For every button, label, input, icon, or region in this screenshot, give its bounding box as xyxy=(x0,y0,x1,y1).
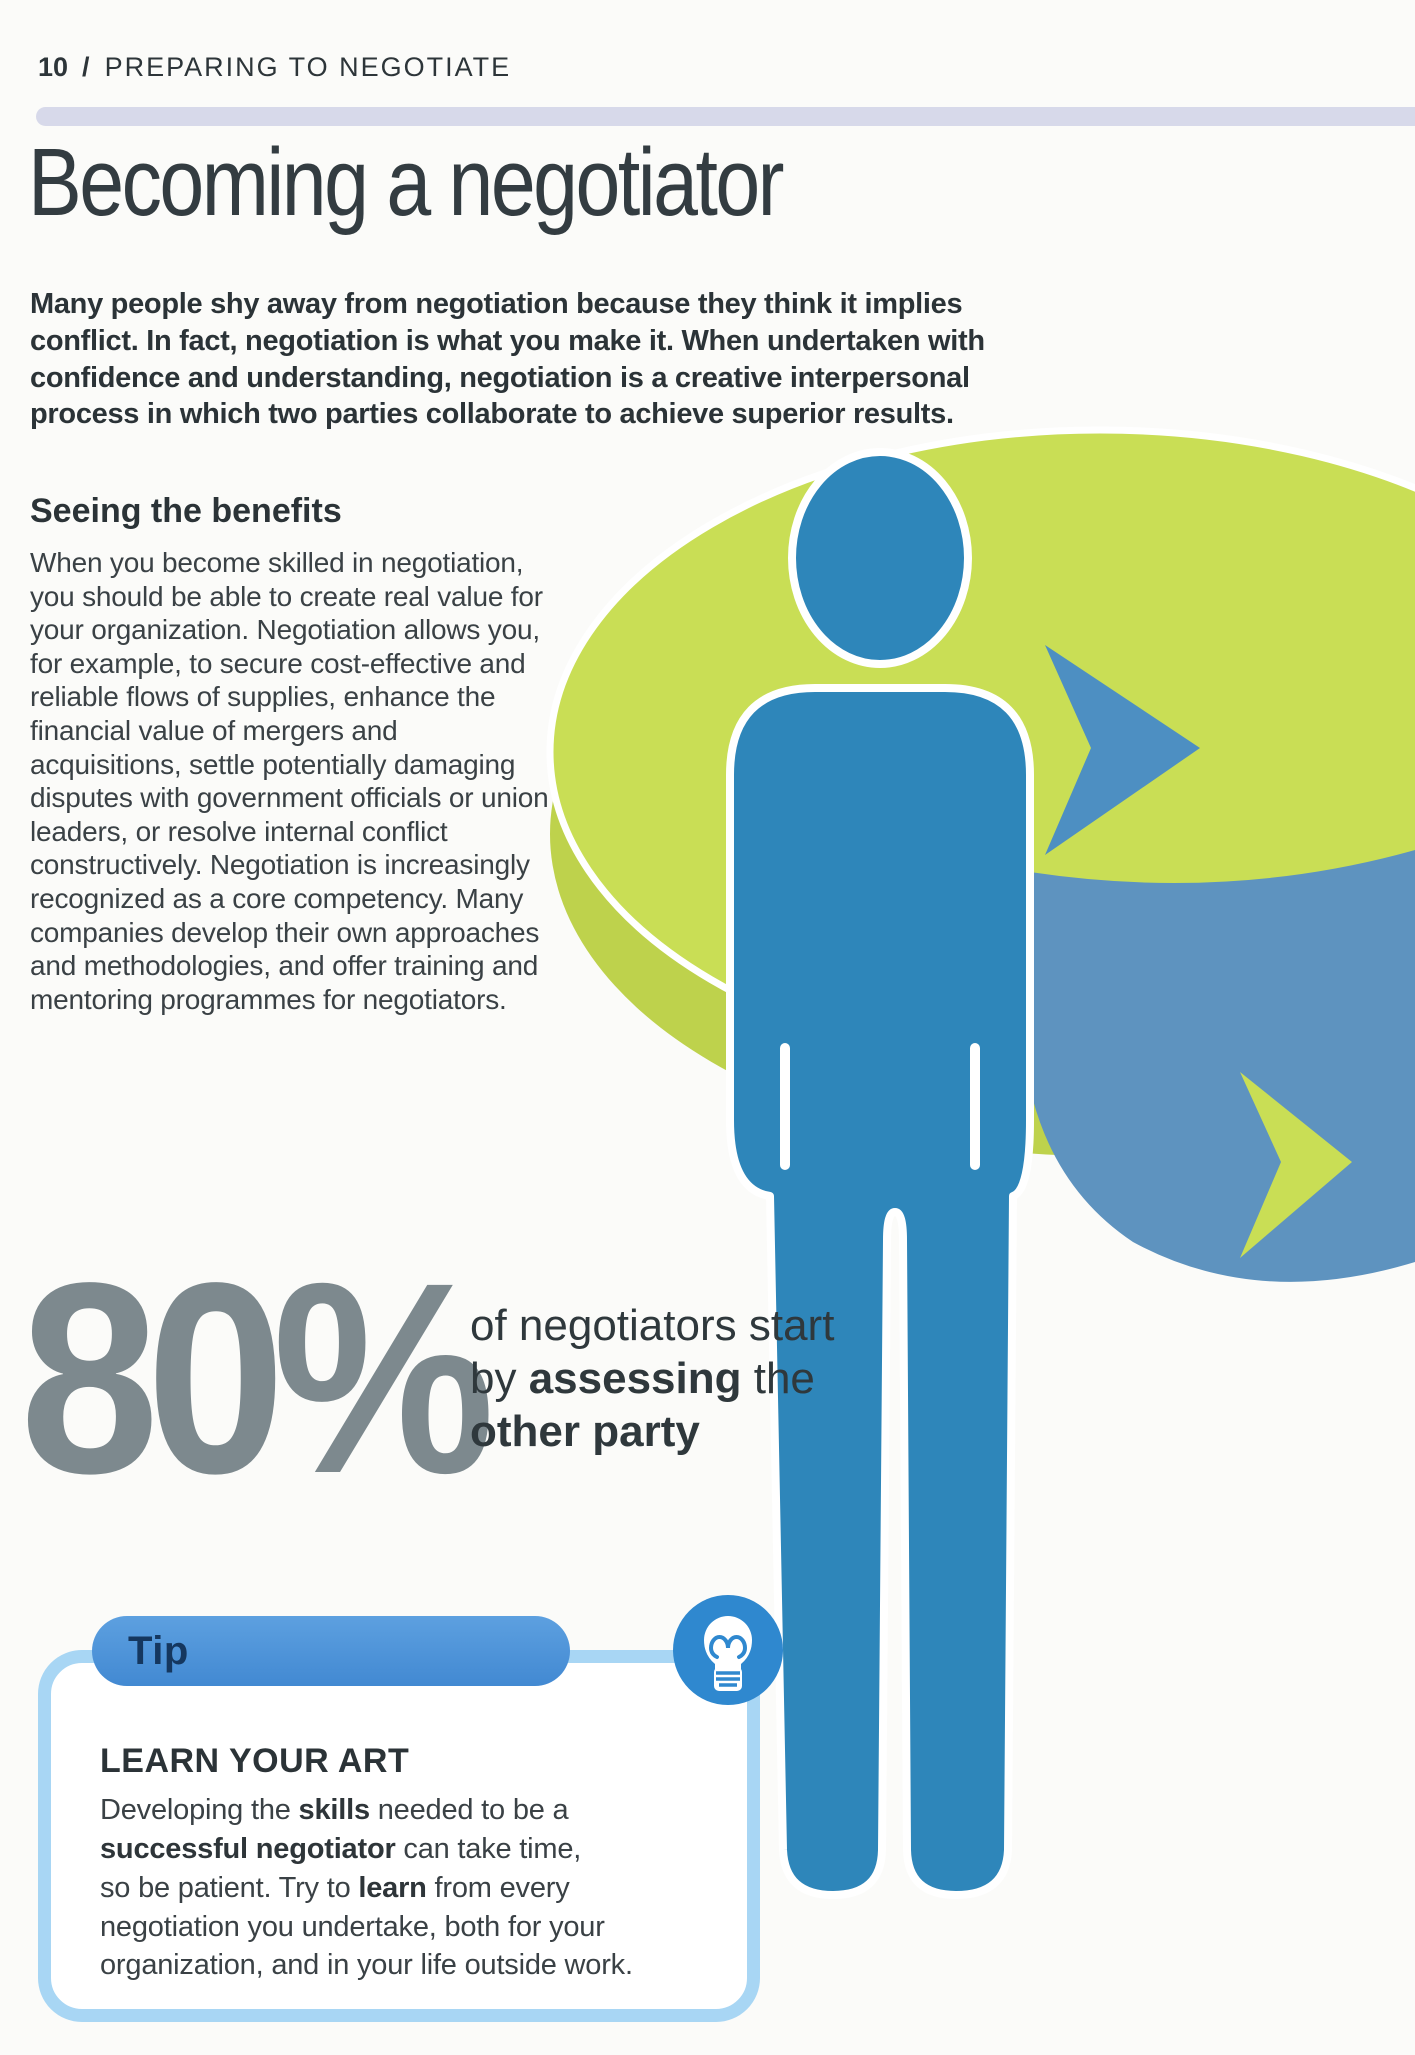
tip-body-line: so be patient. Try to learn from every xyxy=(100,1871,570,1904)
page-header: 10 / PREPARING TO NEGOTIATE xyxy=(38,52,511,83)
stat-caption-line3: other party xyxy=(470,1406,700,1456)
tip-content: LEARN YOUR ART Developing the skills nee… xyxy=(100,1742,720,1985)
stat-caption-line2: by assessing the xyxy=(470,1353,815,1403)
person-figure xyxy=(726,448,1034,1899)
tip-pill: Tip xyxy=(92,1616,570,1686)
stat-number: 80% xyxy=(20,1226,495,1530)
circular-arrow-band xyxy=(1030,850,1415,1282)
arrowhead-icon xyxy=(1045,645,1200,855)
tip-body-line: negotiation you undertake, both for your xyxy=(100,1910,605,1943)
header-rule-bar xyxy=(36,107,1415,126)
tip-body: Developing the skills needed to be a suc… xyxy=(100,1791,720,1985)
section-title: PREPARING TO NEGOTIATE xyxy=(104,52,512,82)
tip-heading: LEARN YOUR ART xyxy=(100,1742,410,1780)
stat-caption: of negotiators start by assessing the ot… xyxy=(470,1300,834,1458)
figure-head xyxy=(788,448,972,668)
tip-body-line: Developing the skills needed to be a xyxy=(100,1794,569,1826)
page-title: Becoming a negotiator xyxy=(28,129,785,236)
page-number: 10 xyxy=(38,52,69,82)
tip-body-line: successful negotiator can take time, xyxy=(100,1832,582,1865)
benefits-body: When you become skilled in negotiation, … xyxy=(30,547,549,1015)
stat-caption-line1: of negotiators start xyxy=(470,1301,835,1350)
header-slash: / xyxy=(82,52,91,82)
tip-label: Tip xyxy=(128,1628,189,1673)
figure-body xyxy=(726,684,1034,1899)
benefits-heading: Seeing the benefits xyxy=(30,492,342,530)
arrow-notch xyxy=(1240,1072,1352,1258)
lightbulb-icon xyxy=(673,1595,783,1705)
tip-body-line: organization, and in your life outside w… xyxy=(100,1949,633,1982)
intro-paragraph: Many people shy away from negotiation be… xyxy=(30,288,985,431)
